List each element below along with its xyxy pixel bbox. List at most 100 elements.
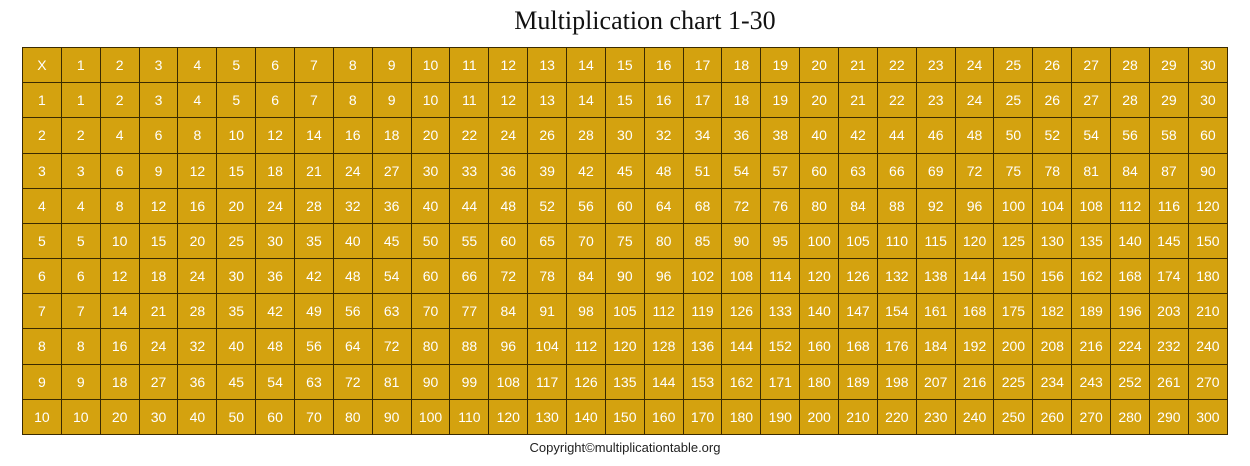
product-cell: 162 xyxy=(721,363,762,400)
product-cell: 54 xyxy=(721,152,762,189)
row-header-cell: 9 xyxy=(22,363,62,400)
product-cell: 22 xyxy=(876,82,917,119)
product-cell: 112 xyxy=(1110,187,1150,224)
product-cell: 19 xyxy=(760,82,801,119)
product-cell: 81 xyxy=(1071,152,1112,189)
product-cell: 133 xyxy=(760,293,801,330)
product-cell: 48 xyxy=(954,117,995,154)
product-cell: 232 xyxy=(1148,328,1189,365)
product-cell: 10 xyxy=(99,222,140,260)
product-cell: 154 xyxy=(876,293,917,330)
product-cell: 60 xyxy=(255,398,296,436)
product-cell: 24 xyxy=(488,117,529,154)
product-cell: 33 xyxy=(449,152,490,189)
product-cell: 170 xyxy=(682,398,723,436)
product-cell: 119 xyxy=(682,293,723,330)
product-cell: 243 xyxy=(1071,363,1112,400)
product-cell: 76 xyxy=(760,187,801,224)
product-cell: 90 xyxy=(1187,152,1229,189)
product-cell: 168 xyxy=(1110,258,1150,295)
product-cell: 70 xyxy=(294,398,334,436)
product-cell: 125 xyxy=(993,222,1034,260)
product-cell: 100 xyxy=(799,222,840,260)
product-cell: 5 xyxy=(60,222,101,260)
product-cell: 54 xyxy=(371,258,412,295)
product-cell: 80 xyxy=(332,398,373,436)
product-cell: 3 xyxy=(60,152,101,189)
product-cell: 57 xyxy=(760,152,801,189)
product-cell: 38 xyxy=(760,117,801,154)
product-cell: 162 xyxy=(1071,258,1112,295)
product-cell: 270 xyxy=(1071,398,1112,436)
product-cell: 156 xyxy=(1032,258,1073,295)
product-cell: 9 xyxy=(138,152,179,189)
column-header-cell: 1 xyxy=(60,46,101,84)
product-cell: 72 xyxy=(371,328,412,365)
product-cell: 160 xyxy=(643,398,684,436)
product-cell: 192 xyxy=(954,328,995,365)
product-cell: 24 xyxy=(954,82,995,119)
product-cell: 40 xyxy=(332,222,373,260)
copyright-text: Copyright©multiplicationtable.org xyxy=(529,440,721,455)
product-cell: 66 xyxy=(449,258,490,295)
table-row: 6 6 12 18 24 30 36 42 48 54 60 66 72 78 84 90 96 102 108 11… xyxy=(22,258,1229,295)
product-cell: 30 xyxy=(1187,82,1229,119)
product-cell: 72 xyxy=(332,363,373,400)
product-cell: 105 xyxy=(838,222,878,260)
product-cell: 8 xyxy=(332,82,373,119)
product-cell: 108 xyxy=(488,363,529,400)
product-cell: 14 xyxy=(566,82,606,119)
product-cell: 174 xyxy=(1148,258,1189,295)
product-cell: 63 xyxy=(838,152,878,189)
product-cell: 42 xyxy=(255,293,296,330)
product-cell: 120 xyxy=(604,328,645,365)
product-cell: 135 xyxy=(604,363,645,400)
row-header-cell: 4 xyxy=(22,187,62,224)
product-cell: 160 xyxy=(799,328,840,365)
product-cell: 63 xyxy=(294,363,334,400)
product-cell: 10 xyxy=(60,398,101,436)
product-cell: 176 xyxy=(876,328,917,365)
product-cell: 120 xyxy=(1187,187,1229,224)
column-header-cell: 16 xyxy=(643,46,684,84)
product-cell: 290 xyxy=(1148,398,1189,436)
product-cell: 44 xyxy=(449,187,490,224)
product-cell: 11 xyxy=(449,82,490,119)
multiplication-table: X 1 2 3 4 5 6 7 8 9 10 11 12 13 14 15 16 17 18 19 20 21 22 23 24… xyxy=(22,46,1229,436)
product-cell: 4 xyxy=(60,187,101,224)
product-cell: 6 xyxy=(255,82,296,119)
product-cell: 189 xyxy=(1071,293,1112,330)
product-cell: 84 xyxy=(566,258,606,295)
product-cell: 21 xyxy=(838,82,878,119)
product-cell: 84 xyxy=(488,293,529,330)
product-cell: 115 xyxy=(915,222,956,260)
column-header-cell: 12 xyxy=(488,46,529,84)
product-cell: 46 xyxy=(915,117,956,154)
product-cell: 220 xyxy=(876,398,917,436)
product-cell: 2 xyxy=(99,82,140,119)
product-cell: 24 xyxy=(332,152,373,189)
product-cell: 70 xyxy=(566,222,606,260)
product-cell: 56 xyxy=(1110,117,1150,154)
product-cell: 32 xyxy=(332,187,373,224)
product-cell: 104 xyxy=(527,328,568,365)
column-header-cell: 11 xyxy=(449,46,490,84)
product-cell: 20 xyxy=(177,222,218,260)
product-cell: 112 xyxy=(566,328,606,365)
product-cell: 30 xyxy=(410,152,451,189)
product-cell: 15 xyxy=(604,82,645,119)
product-cell: 12 xyxy=(138,187,179,224)
table-body: X 1 2 3 4 5 6 7 8 9 10 11 12 13 14 15 16 17 18 19 20 21 22 23 24… xyxy=(22,46,1229,436)
column-header-cell: 8 xyxy=(332,46,373,84)
product-cell: 36 xyxy=(177,363,218,400)
product-cell: 168 xyxy=(954,293,995,330)
product-cell: 171 xyxy=(760,363,801,400)
product-cell: 54 xyxy=(1071,117,1112,154)
product-cell: 22 xyxy=(449,117,490,154)
product-cell: 69 xyxy=(915,152,956,189)
product-cell: 120 xyxy=(488,398,529,436)
product-cell: 216 xyxy=(1071,328,1112,365)
row-header-cell: 8 xyxy=(22,328,62,365)
product-cell: 51 xyxy=(682,152,723,189)
product-cell: 21 xyxy=(138,293,179,330)
